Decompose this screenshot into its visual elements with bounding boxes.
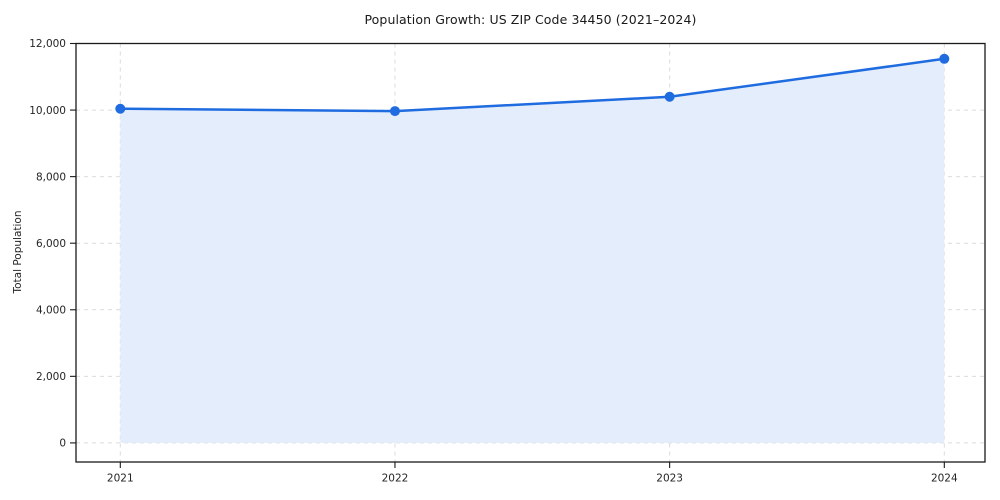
x-tick-label: 2023 <box>656 473 683 485</box>
y-tick-label: 12,000 <box>29 38 66 50</box>
y-tick-label: 2,000 <box>36 371 66 383</box>
y-tick-label: 6,000 <box>36 238 66 250</box>
y-tick-label: 0 <box>59 438 66 450</box>
y-tick-label: 10,000 <box>29 105 66 117</box>
x-tick-label: 2024 <box>931 473 958 485</box>
data-point-2021 <box>115 103 126 114</box>
trend-line <box>119 57 946 113</box>
data-point-2022 <box>389 106 400 117</box>
area-fill <box>120 58 945 443</box>
x-tick-label: 2021 <box>107 473 134 485</box>
data-point-2023 <box>664 91 675 102</box>
y-tick-label: 4,000 <box>36 304 66 316</box>
data-point-2024 <box>939 53 950 64</box>
x-tick-label: 2022 <box>382 473 409 485</box>
axes-border <box>75 42 986 463</box>
chart-title: Population Growth: US ZIP Code 34450 (20… <box>364 12 697 27</box>
y-tick-label: 8,000 <box>36 171 66 183</box>
